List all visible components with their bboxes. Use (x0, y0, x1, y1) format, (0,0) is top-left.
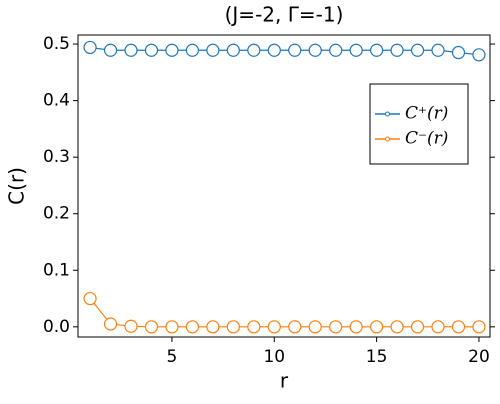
y-tick-label: 0.4 (43, 91, 70, 111)
marker (451, 45, 466, 60)
marker (226, 43, 240, 57)
marker (349, 43, 363, 57)
marker (308, 43, 322, 57)
marker (390, 43, 404, 57)
y-axis-label: C(r) (5, 167, 29, 205)
legend-box (369, 83, 469, 165)
y-tick-label: 0.2 (43, 204, 70, 224)
x-axis-label: r (280, 369, 289, 393)
marker (226, 320, 240, 334)
x-tick-label: 15 (366, 347, 388, 367)
y-tick-label: 0.5 (43, 34, 70, 54)
legend-marker (385, 111, 390, 117)
marker (103, 317, 118, 331)
marker (308, 320, 322, 334)
marker (124, 43, 138, 57)
plot-frame (77, 34, 491, 338)
marker (124, 319, 138, 333)
chart-title: (J=-2, Γ=-1) (225, 3, 344, 27)
marker (165, 43, 179, 57)
legend-marker (385, 136, 390, 142)
marker (410, 43, 425, 57)
marker (349, 320, 363, 334)
marker (185, 320, 200, 334)
marker (103, 43, 118, 57)
marker (288, 320, 302, 334)
marker (247, 43, 261, 57)
marker (247, 320, 261, 334)
marker (267, 320, 281, 334)
y-tick-label: 0.0 (43, 317, 70, 337)
marker (83, 40, 97, 55)
marker (472, 48, 486, 62)
x-tick-label: 5 (167, 347, 178, 367)
marker (472, 320, 486, 334)
marker (329, 43, 343, 57)
marker (288, 43, 302, 57)
marker (370, 320, 384, 334)
legend-label: C⁻(r) (405, 129, 448, 149)
marker (267, 43, 281, 57)
marker (370, 43, 384, 57)
marker (410, 320, 425, 334)
marker (431, 320, 445, 334)
marker (83, 291, 97, 306)
marker (144, 43, 159, 57)
x-tick-label: 10 (263, 347, 285, 367)
y-tick-label: 0.1 (43, 260, 70, 280)
marker (185, 43, 200, 57)
x-tick-label: 20 (468, 347, 490, 367)
marker (431, 43, 445, 57)
marker (329, 320, 343, 334)
marker (206, 43, 220, 57)
marker (206, 320, 220, 334)
marker (390, 320, 404, 334)
marker (165, 320, 179, 334)
marker (144, 320, 159, 334)
marker (451, 320, 466, 334)
y-tick-label: 0.3 (43, 147, 70, 167)
legend-label: C⁺(r) (405, 104, 448, 124)
